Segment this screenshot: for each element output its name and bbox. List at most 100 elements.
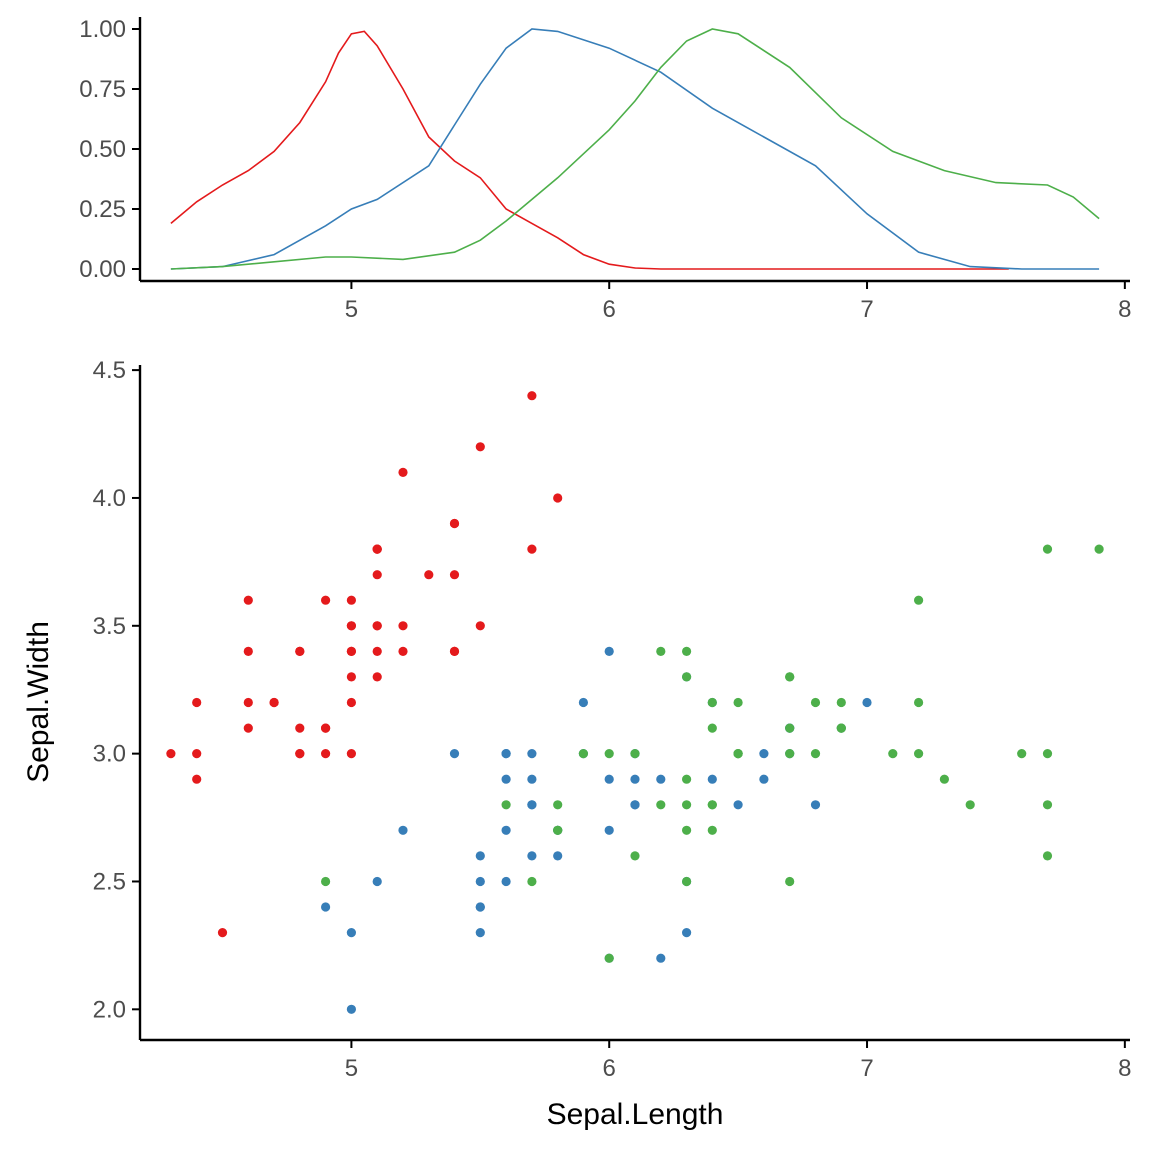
point-series-2 xyxy=(630,800,640,810)
point-series-2 xyxy=(527,749,537,759)
point-series-2 xyxy=(372,876,382,887)
y-tick-label: 3.5 xyxy=(93,613,126,640)
point-series-2 xyxy=(346,928,356,938)
point-series-1 xyxy=(321,749,331,759)
density-curve-3 xyxy=(170,28,1100,270)
point-series-3 xyxy=(836,723,846,733)
point-series-2 xyxy=(604,774,614,784)
point-series-3 xyxy=(630,749,640,759)
point-series-2 xyxy=(475,902,485,912)
point-series-3 xyxy=(682,800,692,810)
x-tick-label: 7 xyxy=(860,1055,873,1082)
point-series-3 xyxy=(733,749,743,759)
point-series-2 xyxy=(604,646,614,657)
point-series-1 xyxy=(449,570,460,580)
point-series-3 xyxy=(939,774,950,784)
point-series-2 xyxy=(501,876,511,887)
point-series-1 xyxy=(166,749,176,759)
point-series-2 xyxy=(604,825,614,835)
point-series-2 xyxy=(759,774,769,784)
point-series-3 xyxy=(733,697,743,708)
point-series-3 xyxy=(785,876,795,887)
point-series-2 xyxy=(862,697,872,708)
point-series-2 xyxy=(321,902,331,912)
point-series-1 xyxy=(295,723,305,733)
point-series-1 xyxy=(243,697,253,708)
point-series-2 xyxy=(475,928,485,938)
point-series-3 xyxy=(836,697,846,708)
point-series-1 xyxy=(346,749,356,759)
point-series-3 xyxy=(682,876,692,887)
density-panel: 5 6 7 8 0.00 0.25 0.50 0.75 1.00 xyxy=(79,16,1131,323)
point-series-3 xyxy=(604,953,614,963)
point-series-2 xyxy=(733,800,743,810)
point-series-1 xyxy=(346,595,356,605)
point-series-2 xyxy=(346,1004,356,1014)
point-series-1 xyxy=(295,646,305,657)
density-curve-1 xyxy=(170,30,1009,270)
point-series-3 xyxy=(707,825,717,835)
point-series-2 xyxy=(656,953,666,963)
point-series-2 xyxy=(501,774,511,784)
point-series-2 xyxy=(527,851,537,861)
point-series-3 xyxy=(527,876,537,887)
x-tick-label: 5 xyxy=(345,1055,358,1082)
point-series-2 xyxy=(656,774,666,784)
point-series-3 xyxy=(1017,749,1027,759)
point-series-3 xyxy=(630,851,640,861)
point-series-1 xyxy=(217,928,228,938)
point-series-1 xyxy=(372,672,382,682)
y-tick-label: 0.00 xyxy=(79,256,126,283)
point-series-3 xyxy=(810,697,821,708)
point-series-1 xyxy=(475,621,485,631)
point-series-2 xyxy=(501,749,511,759)
point-series-3 xyxy=(707,800,717,810)
point-series-3 xyxy=(914,697,924,708)
point-series-1 xyxy=(192,749,202,759)
point-series-2 xyxy=(707,774,717,784)
point-series-3 xyxy=(682,646,692,657)
point-series-2 xyxy=(810,800,821,810)
point-series-1 xyxy=(192,697,202,708)
y-tick-label: 3.0 xyxy=(93,741,126,768)
point-series-3 xyxy=(1094,544,1104,554)
x-tick-label: 6 xyxy=(603,1055,616,1082)
x-tick-label: 7 xyxy=(860,296,873,323)
y-tick-label: 1.00 xyxy=(79,16,126,43)
point-series-1 xyxy=(553,493,563,503)
y-tick-label: 0.25 xyxy=(79,196,126,223)
point-series-3 xyxy=(656,800,666,810)
x-axis-title: Sepal.Length xyxy=(547,1098,724,1131)
point-series-3 xyxy=(888,749,898,759)
point-series-3 xyxy=(707,697,717,708)
point-series-1 xyxy=(398,467,408,477)
point-series-3 xyxy=(1042,544,1053,554)
point-series-3 xyxy=(785,749,795,759)
y-axis-title: Sepal.Width xyxy=(22,621,55,783)
point-series-2 xyxy=(630,774,640,784)
y-tick-label: 0.75 xyxy=(79,76,126,103)
point-series-1 xyxy=(372,544,382,554)
point-series-2 xyxy=(475,851,485,861)
y-tick-label: 4.0 xyxy=(93,485,126,512)
point-series-3 xyxy=(321,876,331,887)
point-series-1 xyxy=(243,646,253,657)
point-series-1 xyxy=(398,621,408,631)
point-series-1 xyxy=(424,570,434,580)
point-series-1 xyxy=(475,442,485,452)
x-tick-label: 8 xyxy=(1118,1055,1131,1082)
y-tick-label: 4.5 xyxy=(93,357,126,384)
density-curve-2 xyxy=(170,28,1100,270)
point-series-3 xyxy=(578,749,589,759)
point-series-3 xyxy=(810,749,821,759)
point-series-2 xyxy=(527,774,537,784)
point-series-3 xyxy=(707,723,717,733)
point-series-1 xyxy=(192,774,202,784)
point-series-2 xyxy=(553,851,563,861)
point-series-3 xyxy=(656,646,666,657)
point-series-3 xyxy=(553,800,563,810)
x-tick-label: 8 xyxy=(1118,296,1131,323)
point-series-2 xyxy=(475,876,485,887)
point-series-3 xyxy=(965,800,975,810)
